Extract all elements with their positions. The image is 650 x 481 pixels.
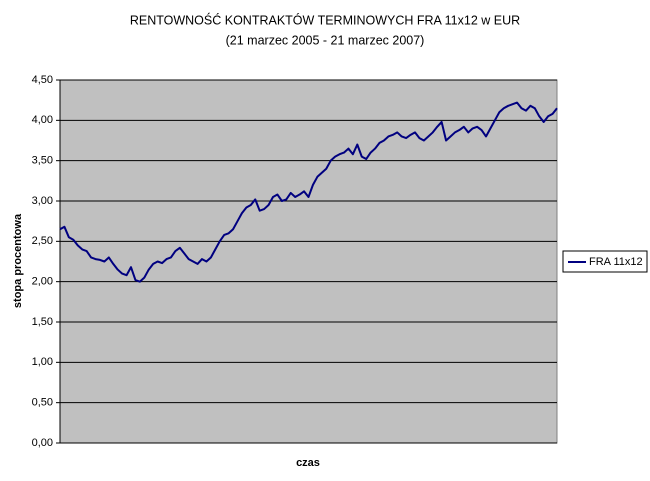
legend: [562, 250, 648, 273]
y-tick-label: 4,50: [32, 74, 53, 86]
y-tick-label: 0,50: [32, 397, 53, 409]
chart-subtitle: (21 marzec 2005 - 21 marzec 2007): [226, 33, 425, 47]
y-tick-label: 2,50: [32, 235, 53, 247]
y-tick-label: 1,00: [32, 356, 53, 368]
y-tick-label: 3,00: [32, 195, 53, 207]
y-tick-label: 3,50: [32, 155, 53, 167]
y-tick-label: 0,00: [32, 437, 53, 449]
legend-label: FRA 11x12: [589, 256, 643, 268]
y-tick-label: 1,50: [32, 316, 53, 328]
y-tick-label: 4,00: [32, 114, 53, 126]
plot-area: [59, 79, 558, 444]
x-axis-label: czas: [296, 457, 320, 469]
chart-title: RENTOWNOŚĆ KONTRAKTÓW TERMINOWYCH FRA 11…: [130, 12, 520, 27]
y-tick-label: 2,00: [32, 276, 53, 288]
y-axis-label: stopa procentowa: [12, 213, 24, 308]
series-line: [59, 101, 558, 283]
